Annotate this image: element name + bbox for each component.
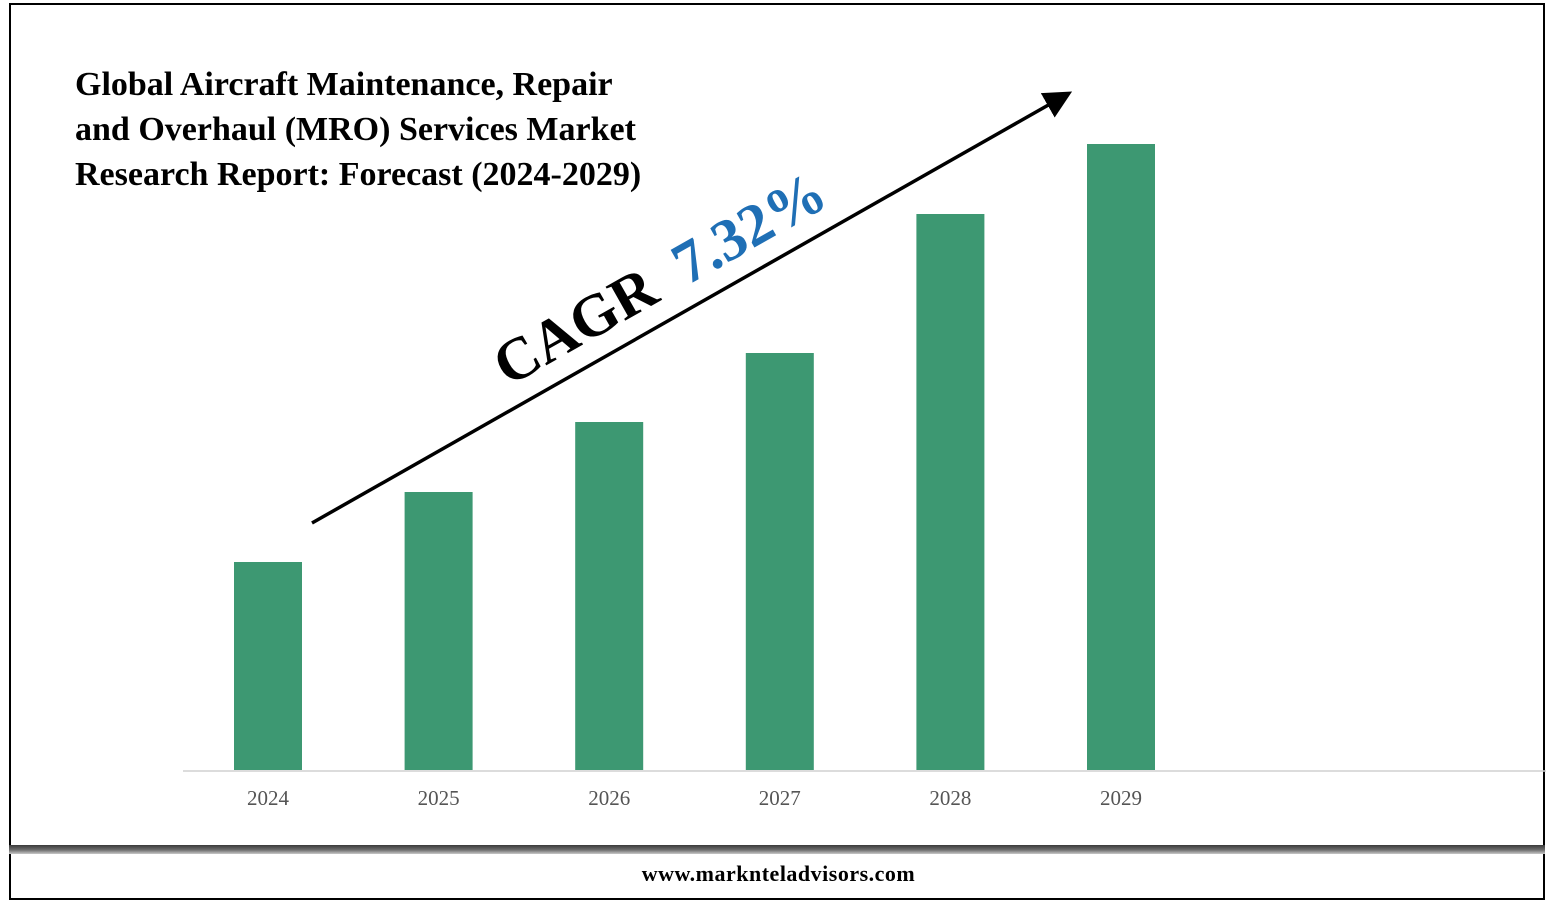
bar-2029	[1087, 144, 1155, 770]
footer-url: www.marknteladvisors.com	[641, 861, 916, 886]
x-tick-label: 2027	[759, 786, 801, 810]
bar-2024	[234, 562, 302, 770]
cagr-prefix: CAGR	[482, 254, 669, 399]
trend-arrow	[311, 91, 1073, 525]
bar-2028	[916, 214, 985, 770]
chart-frame	[9, 3, 1545, 900]
bar-2025	[404, 492, 473, 770]
x-tick-label: 2029	[1100, 786, 1142, 810]
x-tick-label: 2028	[929, 786, 971, 810]
x-tick-label: 2024	[247, 786, 290, 810]
bar-2026	[575, 422, 644, 770]
footer-divider	[9, 845, 1545, 854]
x-tick-label: 2026	[588, 786, 630, 810]
title-line-1: Global Aircraft Maintenance, Repair	[75, 66, 613, 103]
bar-series	[234, 144, 1155, 770]
bar-2027	[745, 353, 814, 770]
x-axis-tick-labels: 2024 2025 2026 2027 2028 2029	[247, 786, 1142, 810]
x-tick-label: 2025	[418, 786, 460, 810]
chart-title: Global Aircraft Maintenance, Repair and …	[75, 62, 715, 197]
title-line-2: and Overhaul (MRO) Services Market	[75, 111, 636, 148]
title-line-3: Research Report: Forecast (2024-2029)	[75, 156, 642, 193]
